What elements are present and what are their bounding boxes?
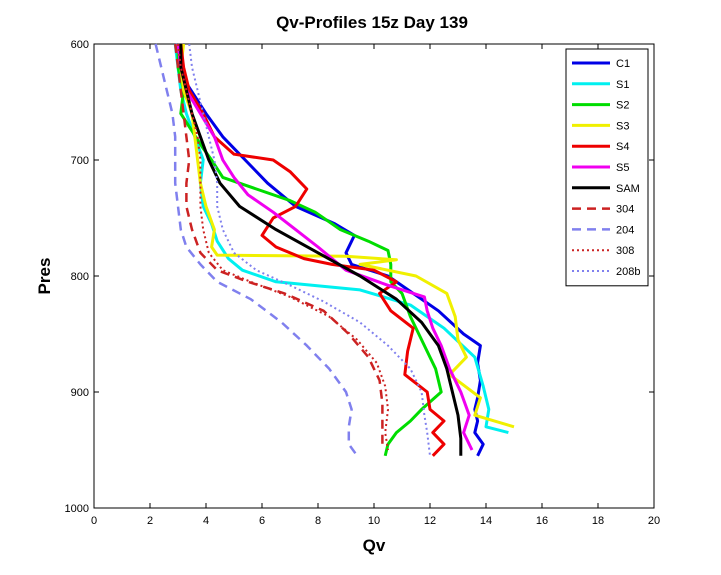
y-tick-label: 700 [71,155,89,167]
chart-title: Qv-Profiles 15z Day 139 [276,13,468,32]
legend-label-s1: S1 [616,79,629,91]
legend-label-208b: 208b [616,266,640,278]
x-tick-label: 20 [648,515,660,527]
y-tick-label: 600 [71,39,89,51]
x-tick-label: 18 [592,515,604,527]
series-line-208b [188,43,431,456]
x-tick-label: 0 [91,515,97,527]
series-line-308 [177,43,389,451]
y-tick-label: 900 [71,387,89,399]
x-axis-label: Qv [363,536,386,555]
x-tick-label: 12 [424,515,436,527]
legend-label-s3: S3 [616,120,629,132]
x-tick-label: 6 [259,515,265,527]
x-tick-label: 8 [315,515,321,527]
x-tick-label: 10 [368,515,380,527]
legend-label-sam: SAM [616,183,640,195]
series-lines [154,43,515,457]
legend-label-308: 308 [616,245,634,257]
legend-label-s2: S2 [616,100,629,112]
legend-label-s4: S4 [616,141,629,153]
series-line-s1 [173,43,509,435]
legend-label-304: 304 [616,204,634,216]
y-tick-label: 1000 [65,503,89,515]
x-tick-label: 2 [147,515,153,527]
y-tick-label: 800 [71,271,89,283]
series-line-s3 [179,43,515,429]
x-tick-label: 16 [536,515,548,527]
legend-label-204: 204 [616,224,634,236]
x-tick-label: 14 [480,515,492,527]
x-tick-label: 4 [203,515,209,527]
series-line-s5 [176,43,474,451]
legend: C1 S1 S2 S3 S4 S5 SAM 304 204 308 208b [565,48,649,287]
axis-ticks: 0 2 4 6 8 10 12 14 16 18 20 600 700 800 900 1000 [65,39,661,527]
y-axis-label: Pres [35,258,54,295]
legend-label-c1: C1 [616,58,630,70]
series-line-204 [154,43,359,457]
legend-label-s5: S5 [616,162,629,174]
series-line-s4 [179,43,446,457]
series-line-304 [173,43,384,445]
